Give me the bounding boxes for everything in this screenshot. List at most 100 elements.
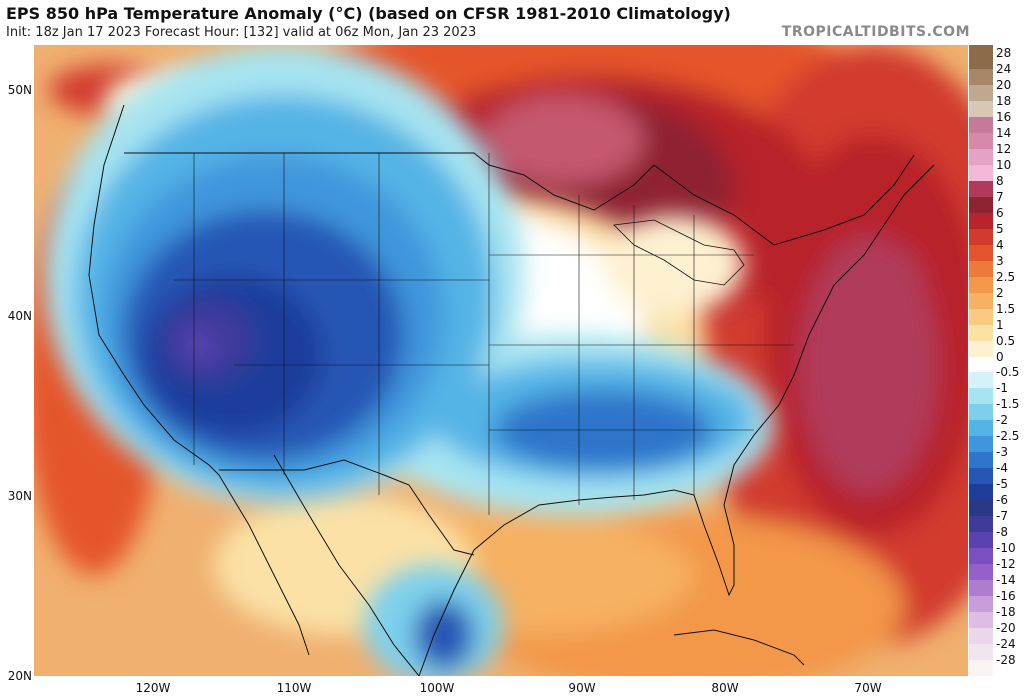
colorbar-swatch — [969, 388, 993, 405]
baja-coastline — [218, 474, 310, 656]
colorbar-swatch — [969, 116, 993, 134]
colorbar-tick-label: 14 — [996, 125, 1012, 140]
colorbar-swatch — [969, 244, 993, 262]
warm-anomaly-max-north — [484, 95, 644, 185]
colorbar — [969, 45, 993, 677]
colorbar-tick-label: -4 — [996, 461, 1008, 476]
colorbar-swatch — [969, 228, 993, 246]
colorbar-tick-label: 1 — [996, 317, 1004, 332]
colorbar-swatch — [969, 500, 993, 517]
colorbar-tick-label: 16 — [996, 109, 1012, 124]
colorbar-tick-label: -8 — [996, 525, 1008, 540]
lat-label-20n: 20N — [7, 669, 32, 683]
colorbar-swatch — [969, 276, 993, 294]
colorbar-tick-label: -16 — [996, 589, 1016, 604]
colorbar-swatch — [969, 628, 993, 645]
colorbar-tick-label: -28 — [996, 653, 1016, 668]
colorbar-tick-label: 8 — [996, 173, 1004, 188]
cuba-coastline — [673, 629, 805, 666]
colorbar-swatch — [969, 612, 993, 629]
colorbar-swatch — [969, 212, 993, 230]
colorbar-tick-label: -20 — [996, 621, 1016, 636]
colorbar-swatch — [969, 52, 993, 70]
colorbar-tick-label: -3 — [996, 445, 1008, 460]
colorbar-swatch — [969, 324, 993, 342]
lon-label-90w: 90W — [568, 681, 596, 695]
colorbar-swatch — [969, 548, 993, 565]
colorbar-tick-label: 20 — [996, 77, 1012, 92]
map-title: EPS 850 hPa Temperature Anomaly (°C) (ba… — [6, 4, 731, 23]
colorbar-tick-label: 2 — [996, 285, 1004, 300]
lat-label-40n: 40N — [7, 309, 32, 323]
lon-label-70w: 70W — [854, 681, 882, 695]
colorbar-swatch — [969, 84, 993, 102]
colorbar-swatch — [969, 596, 993, 613]
lat-label-50n: 50N — [7, 83, 32, 97]
lon-label-120w: 120W — [135, 681, 171, 695]
colorbar-tick-label: 0 — [996, 349, 1004, 364]
colorbar-swatch — [969, 100, 993, 118]
colorbar-swatch — [969, 260, 993, 278]
colorbar-swatch — [969, 484, 993, 501]
colorbar-tick-label: 7 — [996, 189, 1004, 204]
colorbar-tick-label: -0.5 — [996, 365, 1020, 380]
map-subtitle: Init: 18z Jan 17 2023 Forecast Hour: [13… — [6, 25, 477, 40]
lat-label-30n: 30N — [7, 489, 32, 503]
great-lakes — [613, 219, 745, 286]
colorbar-swatch — [969, 132, 993, 150]
colorbar-tick-label: -24 — [996, 637, 1016, 652]
colorbar-tick-label: -10 — [996, 541, 1016, 556]
colorbar-tick-label: -18 — [996, 605, 1016, 620]
colorbar-swatch — [969, 660, 993, 677]
colorbar-swatch — [969, 404, 993, 421]
colorbar-swatch — [969, 372, 993, 389]
colorbar-tick-label: 3 — [996, 253, 1004, 268]
us-mexico-border — [219, 459, 475, 556]
anomaly-map — [34, 45, 968, 676]
colorbar-tick-label: 4 — [996, 237, 1004, 252]
lon-label-110w: 110W — [276, 681, 312, 695]
colorbar-swatch — [969, 532, 993, 549]
colorbar-swatch — [969, 180, 993, 198]
colorbar-swatch — [969, 468, 993, 485]
colorbar-tick-label: 2.5 — [996, 269, 1016, 284]
colorbar-cap — [969, 45, 993, 53]
colorbar-tick-label: 24 — [996, 61, 1012, 76]
colorbar-swatch — [969, 644, 993, 661]
anomaly-map-svg — [34, 45, 968, 676]
colorbar-swatch — [969, 356, 993, 373]
cold-anomaly-mexico-core — [414, 600, 474, 670]
colorbar-tick-label: 28 — [996, 45, 1012, 60]
colorbar-tick-label: -12 — [996, 557, 1016, 572]
colorbar-swatch — [969, 292, 993, 310]
colorbar-tick-label: -7 — [996, 509, 1008, 524]
colorbar-swatch — [969, 564, 993, 581]
colorbar-swatch — [969, 196, 993, 214]
colorbar-tick-label: 6 — [996, 205, 1004, 220]
colorbar-tick-label: -1 — [996, 381, 1008, 396]
colorbar-swatch — [969, 420, 993, 437]
source-watermark: TROPICALTIDBITS.COM — [781, 24, 970, 40]
colorbar-tick-label: 0.5 — [996, 333, 1016, 348]
colorbar-swatch — [969, 580, 993, 597]
cold-anomaly-peak — [181, 329, 217, 361]
gulf-atlantic-coastline — [418, 164, 935, 676]
colorbar-swatch — [969, 452, 993, 469]
neutral-zone-great-lakes — [604, 215, 744, 315]
colorbar-swatch — [969, 436, 993, 453]
warm-anomaly-max-atlantic — [864, 245, 924, 325]
colorbar-tick-label: 18 — [996, 93, 1012, 108]
us-canada-border — [124, 152, 915, 246]
colorbar-tick-label: 5 — [996, 221, 1004, 236]
colorbar-tick-label: 1.5 — [996, 301, 1016, 316]
colorbar-swatch — [969, 164, 993, 182]
colorbar-swatch — [969, 148, 993, 166]
colorbar-swatch — [969, 516, 993, 533]
lon-label-100w: 100W — [419, 681, 455, 695]
geographic-boundaries — [88, 104, 935, 676]
west-coastline — [88, 104, 220, 476]
mexico-pacific-coastline — [273, 454, 420, 676]
colorbar-tick-label: 10 — [996, 157, 1012, 172]
colorbar-tick-label: -6 — [996, 493, 1008, 508]
state-boundaries — [174, 153, 794, 515]
